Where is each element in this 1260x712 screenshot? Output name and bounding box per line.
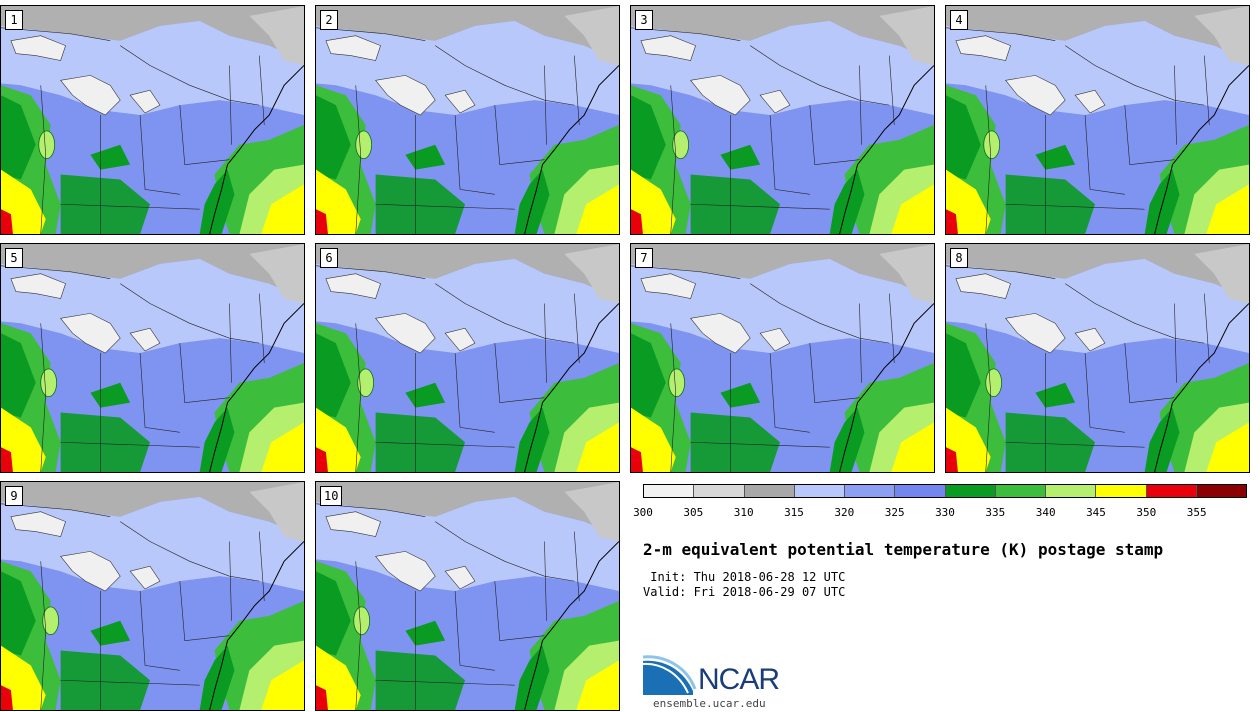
valid-time: Valid: Fri 2018-06-29 07 UTC — [643, 585, 846, 599]
colorbar — [643, 484, 1247, 498]
logo-url: ensemble.ucar.edu — [653, 697, 766, 710]
colorbar-tick-label: 315 — [784, 506, 804, 519]
member-label: 5 — [5, 248, 23, 268]
colorbar-segment — [995, 485, 1046, 497]
colorbar-segment — [794, 485, 845, 497]
colorbar-segment — [845, 485, 896, 497]
member-label: 6 — [320, 248, 338, 268]
plot-title: 2-m equivalent potential temperature (K)… — [643, 540, 1164, 559]
member-stamp-8: 8 — [945, 243, 1250, 473]
member-label: 7 — [635, 248, 653, 268]
colorbar-tick-label: 330 — [935, 506, 955, 519]
member-stamp-6: 6 — [315, 243, 620, 473]
member-stamp-7: 7 — [630, 243, 935, 473]
member-stamp-1: 1 — [0, 5, 305, 235]
member-stamp-3: 3 — [630, 5, 935, 235]
colorbar-tick-label: 335 — [985, 506, 1006, 519]
colorbar-tick-label: 355 — [1186, 506, 1207, 519]
ncar-logo-text: NCAR — [698, 663, 780, 696]
colorbar-tick-label: 320 — [834, 506, 855, 519]
member-label: 9 — [5, 486, 23, 506]
colorbar-tick-label: 350 — [1136, 506, 1157, 519]
member-label: 10 — [320, 486, 343, 506]
member-stamp-5: 5 — [0, 243, 305, 473]
colorbar-segment — [895, 485, 946, 497]
colorbar-segment — [744, 485, 795, 497]
colorbar-tick-label: 305 — [683, 506, 704, 519]
colorbar-segment — [945, 485, 996, 497]
member-label: 2 — [320, 10, 338, 30]
member-stamp-4: 4 — [945, 5, 1250, 235]
colorbar-segment — [644, 485, 695, 497]
colorbar-segment — [1146, 485, 1197, 497]
member-label: 1 — [5, 10, 23, 30]
init-time: Init: Thu 2018-06-28 12 UTC — [643, 570, 846, 584]
colorbar-tick-label: 300 — [633, 506, 653, 519]
member-stamp-2: 2 — [315, 5, 620, 235]
colorbar-segment — [1096, 485, 1147, 497]
member-label: 8 — [950, 248, 968, 268]
member-label: 4 — [950, 10, 968, 30]
member-stamp-9: 9 — [0, 481, 305, 711]
colorbar-segment — [1196, 485, 1246, 497]
member-label: 3 — [635, 10, 653, 30]
ncar-logo-icon — [643, 655, 697, 695]
colorbar-tick-label: 325 — [884, 506, 905, 519]
colorbar-tick-label: 345 — [1086, 506, 1106, 519]
colorbar-tick-label: 310 — [733, 506, 754, 519]
member-stamp-10: 10 — [315, 481, 620, 711]
colorbar-tick-label: 340 — [1035, 506, 1056, 519]
colorbar-segment — [1046, 485, 1097, 497]
colorbar-segment — [694, 485, 745, 497]
